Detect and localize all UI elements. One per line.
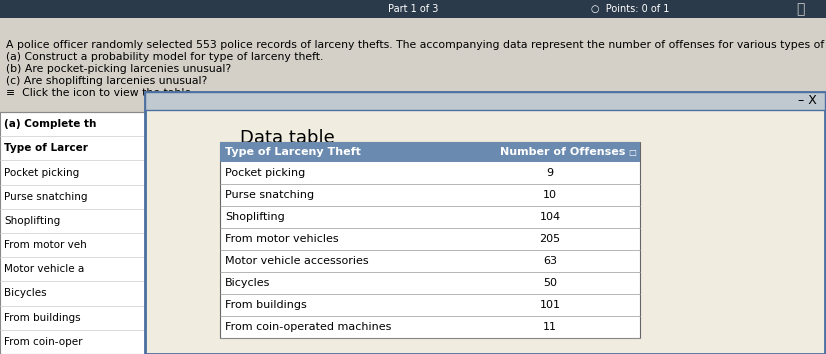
Text: Purse snatching: Purse snatching: [4, 192, 88, 202]
Text: 205: 205: [539, 234, 561, 244]
Text: From buildings: From buildings: [225, 300, 306, 310]
Bar: [145, 92, 825, 354]
Text: Data table: Data table: [240, 129, 335, 147]
Text: From coin-oper: From coin-oper: [4, 337, 83, 347]
Text: From motor veh: From motor veh: [4, 240, 87, 250]
Text: 63: 63: [543, 256, 557, 266]
Text: □: □: [628, 148, 636, 156]
Text: ○  Points: 0 of 1: ○ Points: 0 of 1: [591, 4, 669, 14]
Text: Type of Larceny Theft: Type of Larceny Theft: [225, 147, 361, 157]
Text: ≡  Click the icon to view the table: ≡ Click the icon to view the table: [6, 88, 191, 98]
Text: 11: 11: [543, 322, 557, 332]
Text: 10: 10: [543, 190, 557, 200]
Text: Bicycles: Bicycles: [225, 278, 270, 288]
Text: Shoplifting: Shoplifting: [4, 216, 60, 226]
Bar: [220, 142, 640, 162]
Text: – X: – X: [798, 95, 816, 108]
Bar: [0, 0, 826, 18]
Text: Bicycles: Bicycles: [4, 289, 46, 298]
Text: Type of Larcer: Type of Larcer: [4, 143, 88, 153]
Text: From motor vehicles: From motor vehicles: [225, 234, 339, 244]
Text: Number of Offenses: Number of Offenses: [500, 147, 625, 157]
Text: ⧖: ⧖: [795, 2, 805, 16]
Text: 104: 104: [539, 212, 561, 222]
Text: Motor vehicle accessories: Motor vehicle accessories: [225, 256, 368, 266]
Text: (a) Construct a probability model for type of larceny theft.: (a) Construct a probability model for ty…: [6, 52, 323, 62]
Bar: [220, 142, 640, 338]
Text: Shoplifting: Shoplifting: [225, 212, 285, 222]
Text: (c) Are shoplifting larcenies unusual?: (c) Are shoplifting larcenies unusual?: [6, 76, 207, 86]
Text: 9: 9: [547, 168, 553, 178]
Text: Purse snatching: Purse snatching: [225, 190, 314, 200]
Text: A police officer randomly selected 553 police records of larceny thefts. The acc: A police officer randomly selected 553 p…: [6, 40, 826, 50]
Text: 101: 101: [539, 300, 561, 310]
Text: (a) Complete th: (a) Complete th: [4, 119, 97, 129]
Bar: [148, 95, 826, 354]
Text: 50: 50: [543, 278, 557, 288]
Bar: [145, 92, 825, 110]
Text: Part 1 of 3: Part 1 of 3: [388, 4, 438, 14]
Text: Pocket picking: Pocket picking: [4, 167, 79, 177]
Text: From coin-operated machines: From coin-operated machines: [225, 322, 392, 332]
Text: (b) Are pocket-picking larcenies unusual?: (b) Are pocket-picking larcenies unusual…: [6, 64, 231, 74]
Bar: [0, 112, 148, 354]
Text: Motor vehicle a: Motor vehicle a: [4, 264, 84, 274]
Text: Pocket picking: Pocket picking: [225, 168, 306, 178]
Text: From buildings: From buildings: [4, 313, 81, 323]
